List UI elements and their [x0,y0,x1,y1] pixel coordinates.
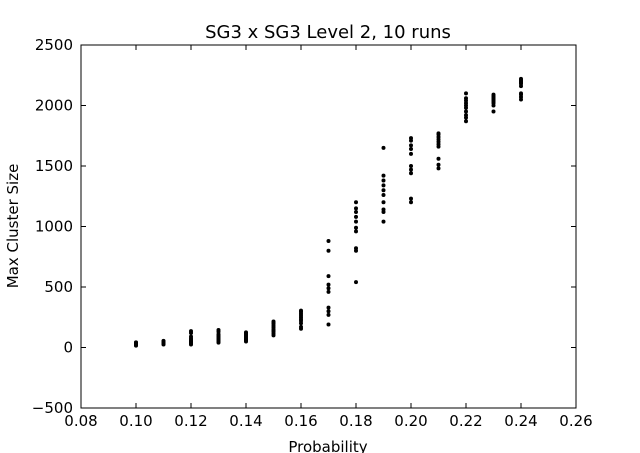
data-point [326,312,331,317]
data-point [381,200,386,205]
data-point [326,248,331,253]
data-point [299,308,303,313]
y-tick-label: 1500 [35,157,73,175]
y-tick-label: 0 [63,339,73,357]
data-point [189,329,193,334]
x-tick-label: 0.26 [559,412,592,430]
data-point [244,330,248,335]
data-point [381,188,386,193]
data-point [354,209,358,214]
data-point [354,280,358,285]
y-tick-label: 1000 [35,218,73,236]
y-axis-label: Max Cluster Size [4,164,22,289]
y-tick-label: 2000 [35,97,73,115]
data-point [381,183,386,188]
x-tick-label: 0.14 [229,412,262,430]
x-axis-label: Probability [288,438,367,453]
x-tick-label: 0.10 [119,412,152,430]
data-point [354,246,358,251]
plot-frame [80,44,577,409]
data-point [354,225,358,230]
data-point [354,206,358,211]
data-point [436,166,441,171]
x-tick-label: 0.08 [64,412,97,430]
data-point [409,196,413,201]
data-point [381,219,386,224]
data-point [326,274,331,279]
x-tick-label: 0.16 [284,412,317,430]
data-point [134,342,138,347]
data-point [409,143,413,148]
x-tick-label: 0.12 [174,412,207,430]
data-point [464,96,468,101]
data-point [326,289,331,294]
data-point [354,214,358,219]
data-point [381,178,386,183]
y-tick-label: 2500 [35,36,73,54]
data-point [436,162,441,167]
data-point [326,286,331,291]
data-point [244,337,248,342]
data-point [216,327,221,332]
data-point [189,334,193,339]
data-point [464,91,468,96]
data-point [409,200,413,205]
data-point [354,219,358,224]
x-tick-label: 0.24 [504,412,537,430]
data-point [326,322,331,327]
x-tick-label: 0.18 [339,412,372,430]
data-point [381,145,386,150]
plot-area: 0.08 0.10 0.12 0.14 0.16 0.18 0.20 0.22 0.24 0.26… [32,36,593,430]
data-point [161,339,166,344]
data-point [409,164,413,168]
data-point [519,76,523,81]
data-point [436,156,441,161]
y-tick-label: 500 [44,278,73,296]
chart-title: SG3 x SG3 Level 2, 10 runs [205,22,451,43]
data-point [491,109,496,114]
data-point [491,92,496,97]
data-point [381,193,386,198]
y-tick-label: −500 [32,399,73,417]
data-point [189,339,193,344]
data-point [326,282,331,287]
x-tick-label: 0.22 [449,412,482,430]
data-point [326,309,331,314]
data-point [464,119,468,124]
data-point [464,109,468,114]
data-point [519,91,523,96]
data-point [409,136,413,141]
data-point [354,229,358,234]
data-point [409,171,413,176]
data-point [354,200,358,205]
data-point [381,207,386,212]
data-point [299,324,303,329]
data-point [326,305,331,310]
data-point [436,131,441,136]
data-point [326,239,331,244]
data-point [464,113,468,118]
data-point [271,319,276,324]
data-point [409,147,413,152]
data-point [409,167,413,172]
data-point [409,151,413,156]
data-point [381,173,386,178]
x-tick-label: 0.20 [394,412,427,430]
